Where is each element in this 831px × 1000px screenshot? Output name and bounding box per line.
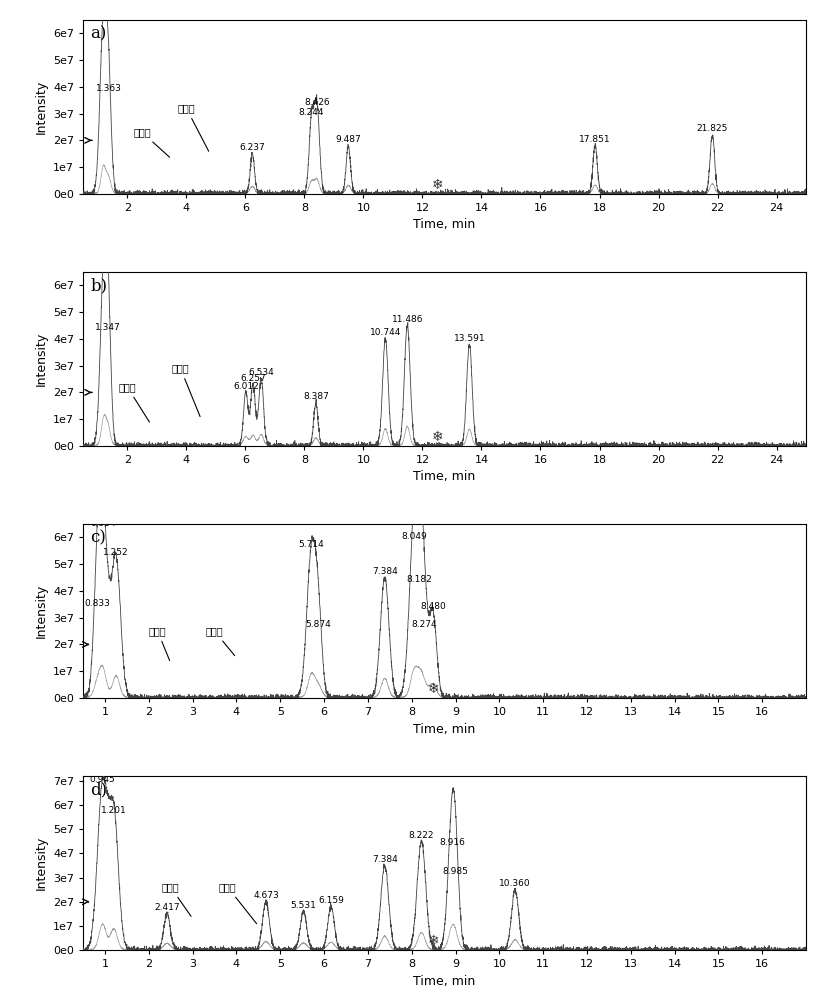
- Text: 8.222: 8.222: [409, 831, 435, 840]
- Text: 11.486: 11.486: [391, 315, 423, 324]
- Text: 0.945: 0.945: [90, 775, 116, 784]
- Text: 6.012: 6.012: [233, 382, 258, 391]
- Text: 21.825: 21.825: [696, 124, 728, 133]
- Text: 6.534: 6.534: [248, 368, 274, 377]
- Text: 6.237: 6.237: [239, 143, 265, 152]
- Text: 0.954: 0.954: [90, 519, 116, 528]
- Text: 2.417: 2.417: [155, 903, 179, 912]
- X-axis label: Time, min: Time, min: [414, 723, 475, 736]
- Text: 空白组: 空白组: [206, 626, 234, 656]
- Text: 6.159: 6.159: [318, 896, 344, 905]
- Text: 5.874: 5.874: [306, 620, 332, 629]
- Text: 8.387: 8.387: [303, 392, 329, 401]
- Y-axis label: Intensity: Intensity: [34, 836, 47, 890]
- Text: 实验组: 实验组: [119, 382, 150, 422]
- Text: 10.744: 10.744: [370, 328, 401, 337]
- Text: 5.714: 5.714: [298, 540, 324, 549]
- Text: 8.049: 8.049: [401, 532, 427, 541]
- Text: 10.360: 10.360: [499, 879, 531, 888]
- Text: 空白组: 空白组: [172, 363, 200, 417]
- Text: 1.252: 1.252: [103, 548, 129, 557]
- Text: 5.531: 5.531: [291, 901, 317, 910]
- Text: 17.851: 17.851: [579, 135, 611, 144]
- Text: 实验组: 实验组: [149, 626, 170, 661]
- Text: b): b): [91, 277, 107, 294]
- Text: 1.363: 1.363: [96, 84, 121, 93]
- Text: d): d): [91, 781, 107, 798]
- Text: a): a): [91, 25, 106, 42]
- Text: 8.274: 8.274: [411, 620, 436, 629]
- Text: 8.480: 8.480: [420, 602, 445, 611]
- Text: 7.384: 7.384: [371, 855, 397, 864]
- Text: ❄: ❄: [428, 682, 440, 696]
- Text: 1.199: 1.199: [91, 264, 116, 273]
- Text: 0.833: 0.833: [85, 599, 111, 608]
- Text: 8.916: 8.916: [439, 838, 465, 847]
- Text: 8.985: 8.985: [442, 867, 468, 876]
- Text: 实验组: 实验组: [162, 882, 191, 916]
- Y-axis label: Intensity: Intensity: [34, 584, 47, 638]
- Text: ❄: ❄: [428, 934, 440, 948]
- Y-axis label: Intensity: Intensity: [34, 80, 47, 134]
- Text: 实验组: 实验组: [133, 127, 170, 157]
- Text: 6.257: 6.257: [240, 374, 266, 383]
- Text: 9.487: 9.487: [336, 135, 361, 144]
- Text: 13.591: 13.591: [454, 334, 485, 343]
- Text: 8.426: 8.426: [304, 98, 330, 107]
- X-axis label: Time, min: Time, min: [414, 975, 475, 988]
- Text: 1.347: 1.347: [96, 323, 121, 332]
- Text: ❄: ❄: [431, 430, 443, 444]
- Text: 8.244: 8.244: [299, 108, 324, 117]
- Text: 8.182: 8.182: [407, 575, 433, 584]
- X-axis label: Time, min: Time, min: [414, 218, 475, 231]
- Text: 空白组: 空白组: [219, 882, 257, 924]
- Text: c): c): [91, 529, 106, 546]
- Y-axis label: Intensity: Intensity: [34, 332, 47, 386]
- Text: 空白组: 空白组: [178, 103, 209, 151]
- Text: 7.384: 7.384: [371, 567, 397, 576]
- Text: 4.673: 4.673: [253, 891, 279, 900]
- Text: 1.201: 1.201: [101, 806, 126, 815]
- Text: ❄: ❄: [431, 178, 443, 192]
- Text: 1.188: 1.188: [91, 12, 116, 21]
- X-axis label: Time, min: Time, min: [414, 470, 475, 483]
